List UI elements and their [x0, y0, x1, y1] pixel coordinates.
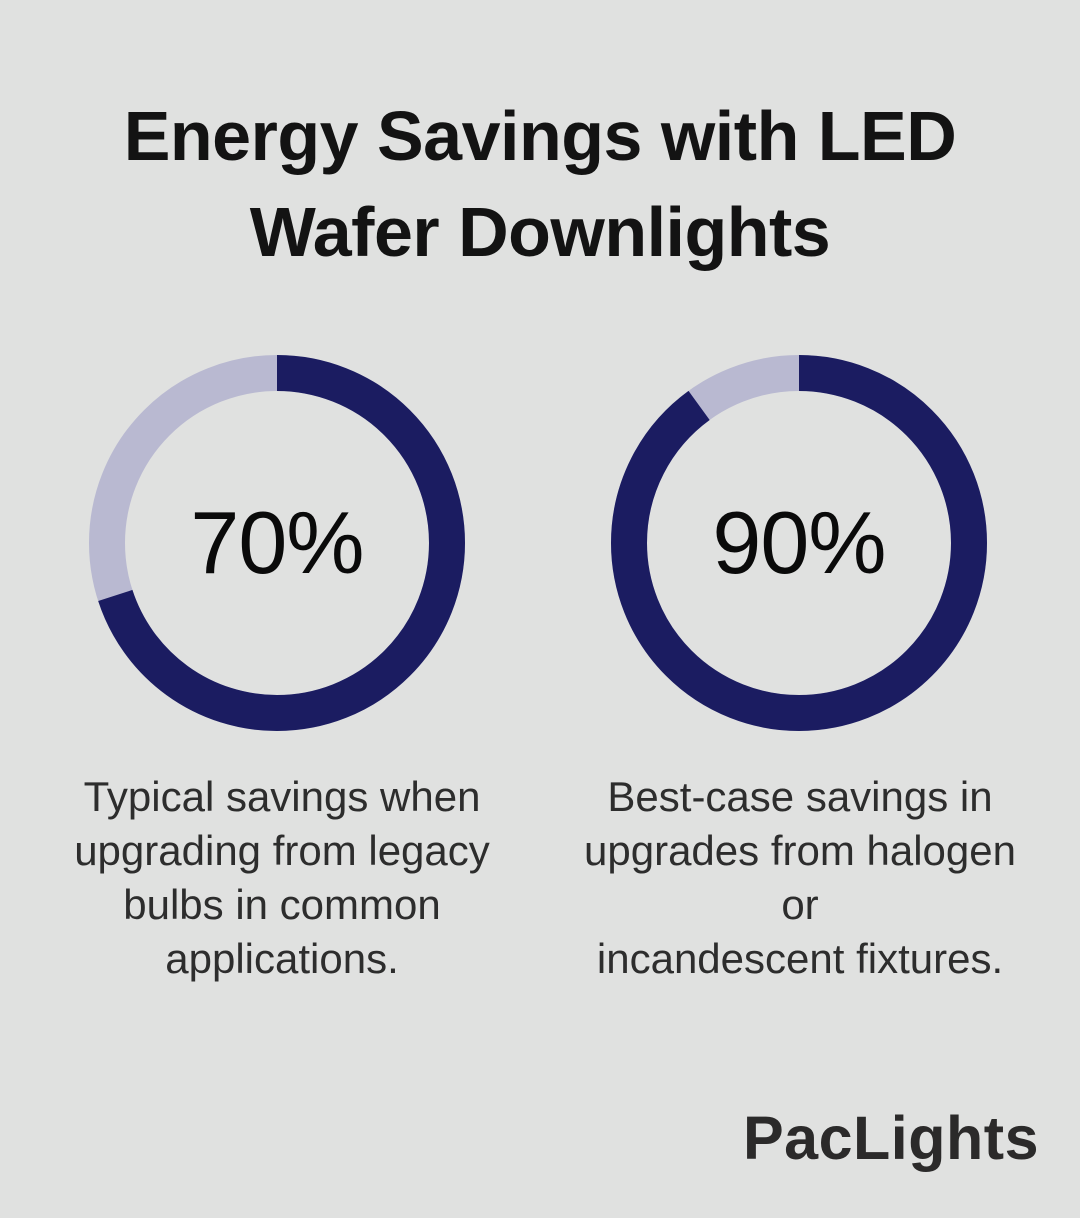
caption-best-case-savings: Best-case savings in upgrades from halog…: [560, 770, 1040, 986]
caption-line: upgrades from halogen or: [584, 827, 1016, 928]
caption-line: applications.: [165, 935, 399, 982]
donut-value-arc: [89, 355, 465, 731]
page-title-line-2: Wafer Downlights: [249, 193, 831, 271]
caption-line: incandescent fixtures.: [596, 935, 1004, 982]
brand-logo: PacLights: [742, 1104, 1039, 1172]
caption-line: Typical savings when: [83, 773, 481, 820]
donut-ring-svg: [89, 355, 465, 731]
donut-chart-best-case-savings: 90%: [611, 355, 987, 731]
donut-value-label: 90%: [712, 493, 886, 592]
page-title-line-1: Energy Savings with LED: [123, 97, 957, 175]
caption-line: Best-case savings in: [607, 773, 993, 820]
donut-chart-typical-savings: 70%: [89, 355, 465, 731]
caption-line: upgrading from legacy: [74, 827, 490, 874]
donut-value-label: 70%: [190, 493, 364, 592]
donut-ring-svg: [611, 355, 987, 731]
caption-line: bulbs in common: [123, 881, 441, 928]
donut-value-arc: [611, 355, 987, 731]
caption-typical-savings: Typical savings when upgrading from lega…: [57, 770, 507, 986]
page-title: Energy Savings with LED Wafer Downlights: [0, 88, 1080, 280]
